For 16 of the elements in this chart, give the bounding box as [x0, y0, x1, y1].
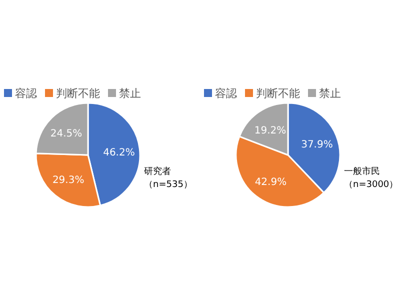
legend-label: 判断不能 [256, 87, 300, 100]
data-label: 29.3% [52, 175, 84, 186]
text: 研究者 [144, 166, 171, 177]
legend-label: 禁止 [319, 87, 341, 100]
data-label: 46.2% [103, 147, 135, 158]
legend-label: 判断不能 [56, 87, 100, 100]
legend-label: 容認 [215, 87, 237, 100]
data-label: 42.9% [254, 176, 287, 188]
legend-label: 禁止 [119, 87, 141, 100]
data-label: 24.5% [50, 128, 82, 140]
text: （n=3000） [344, 180, 398, 190]
text: 一般市民 [344, 166, 380, 177]
data-label: 19.2% [254, 125, 286, 136]
legend-label: 容認 [15, 87, 37, 100]
data-label: 37.9% [301, 139, 333, 150]
text: （n=535） [144, 180, 192, 190]
